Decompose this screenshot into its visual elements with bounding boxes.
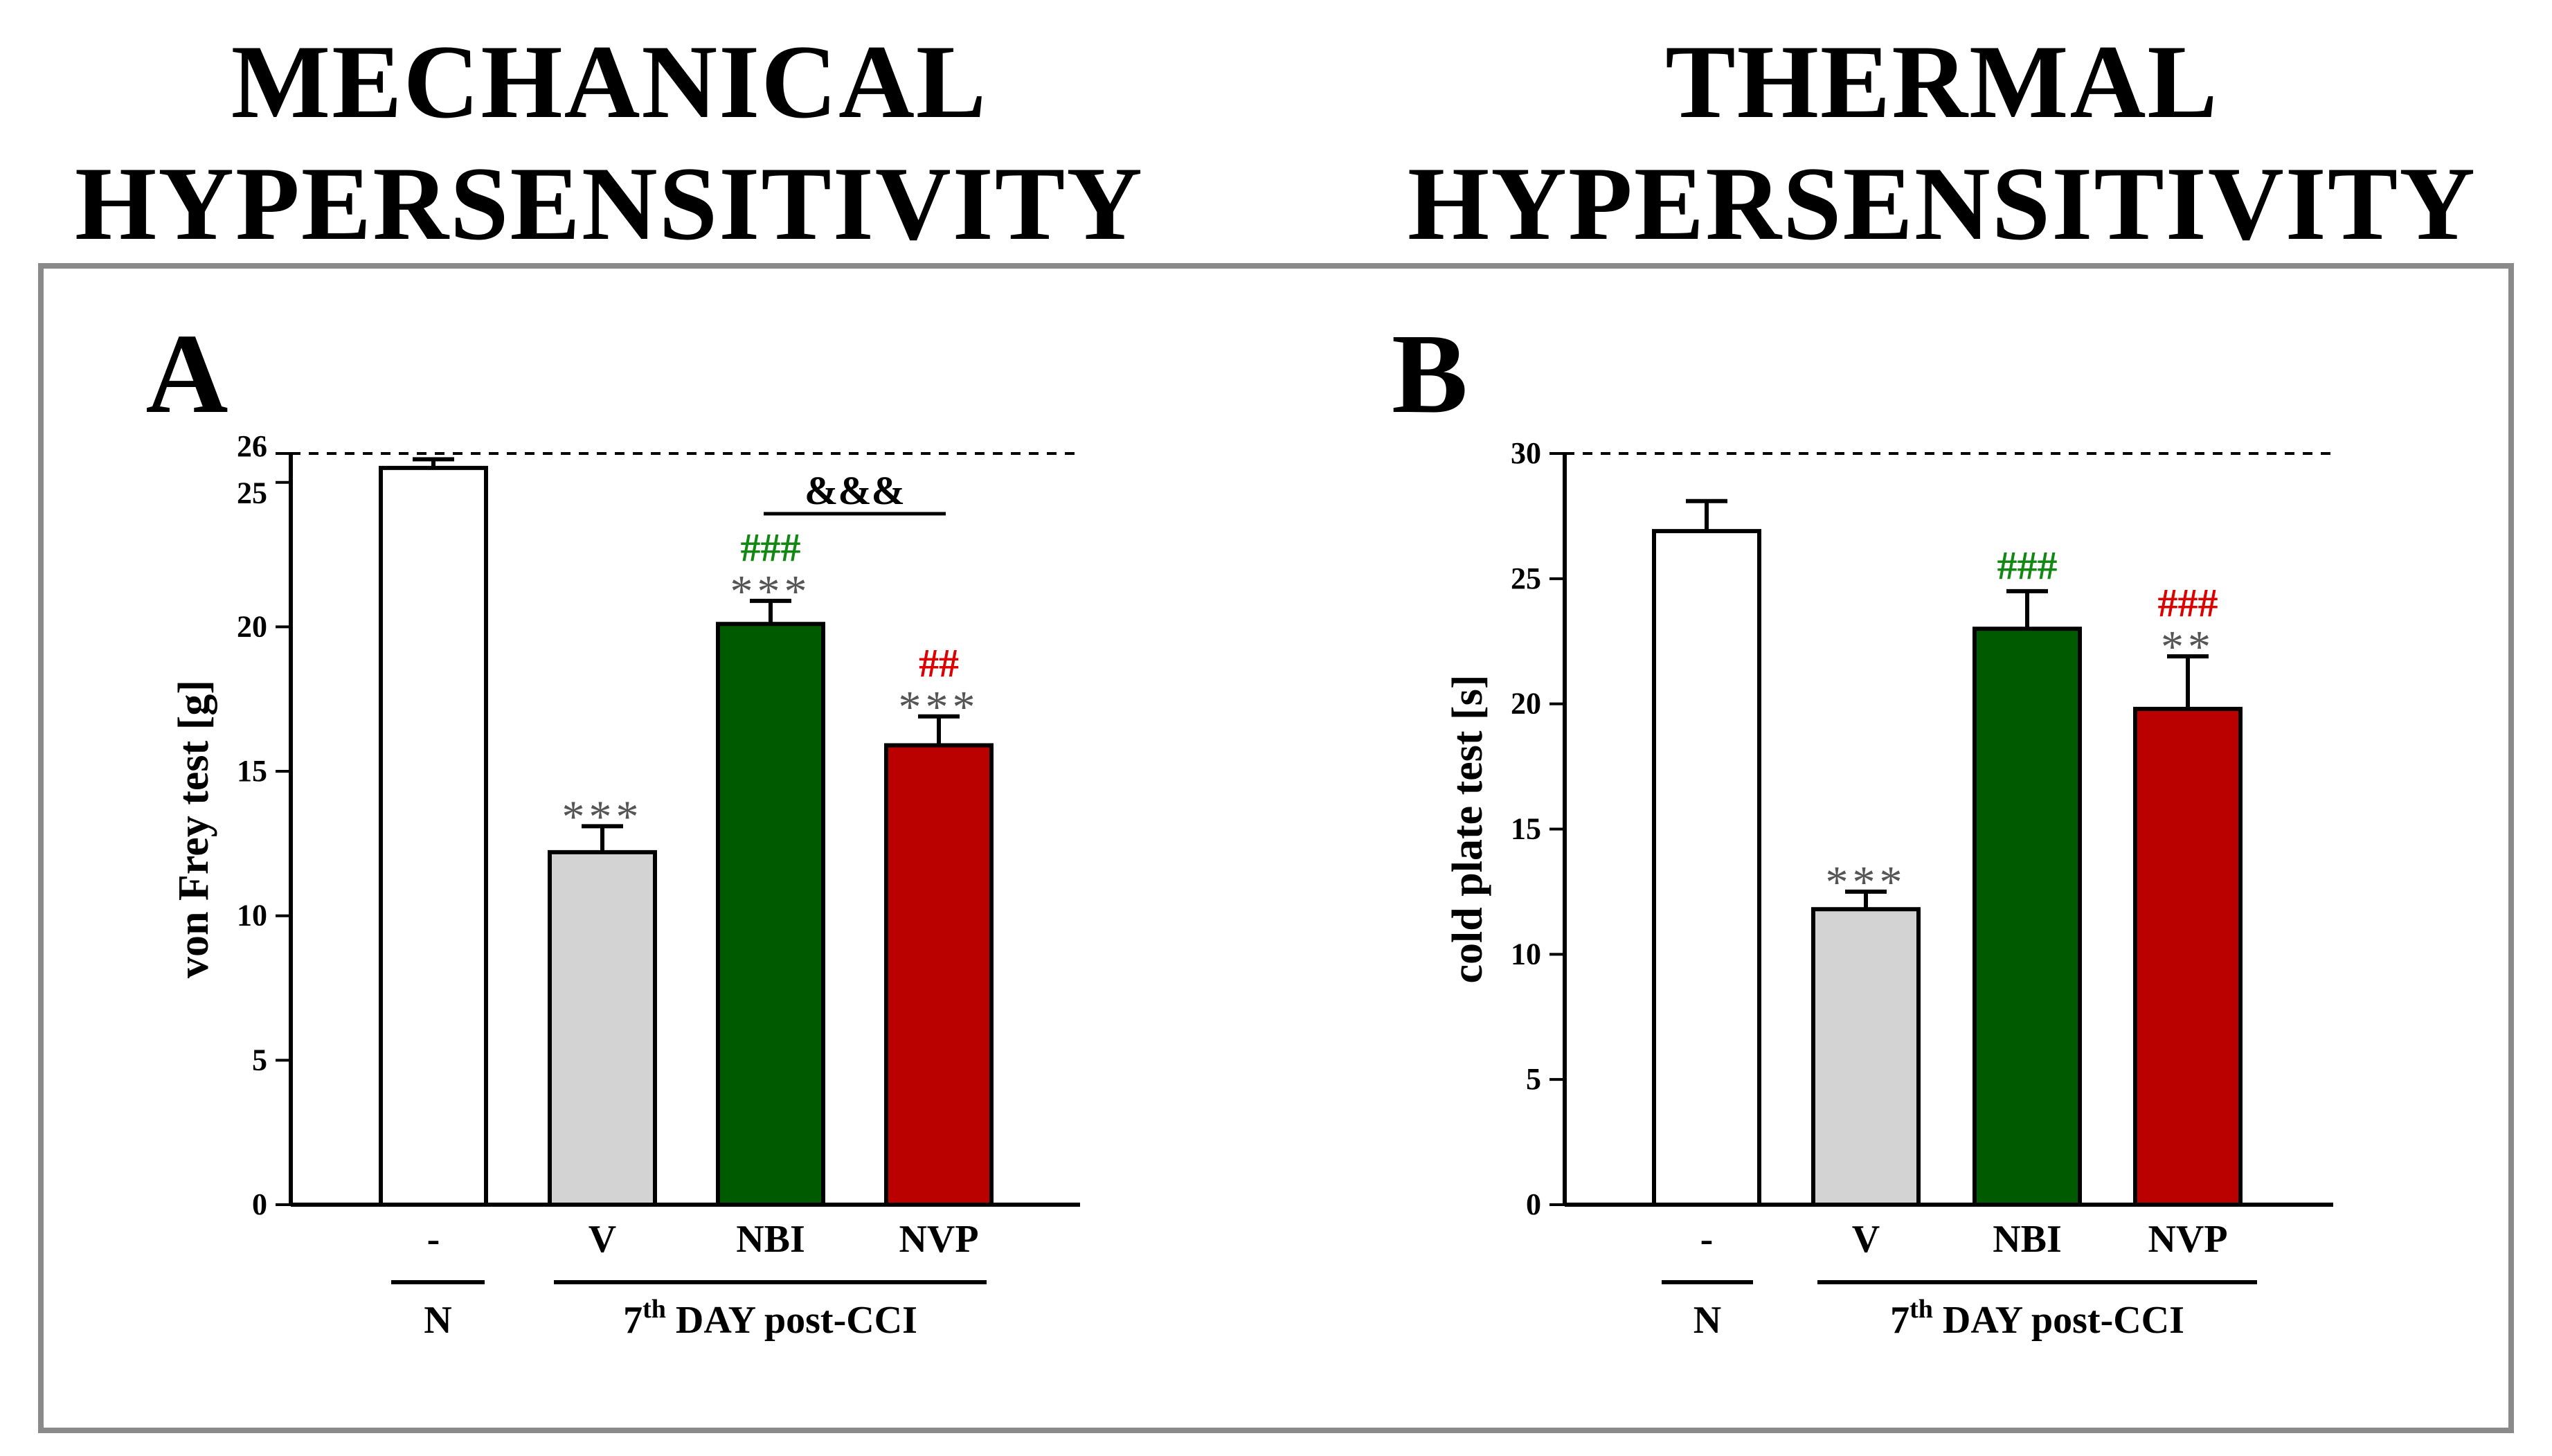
chart-a-panel-letter: A — [145, 310, 228, 437]
chart-b-y-axis-label: cold plate test [s] — [1444, 675, 1491, 984]
chart-b-bar-control — [1652, 529, 1761, 1207]
chart-a-y-tick-label: 26 — [237, 429, 267, 463]
chart-b-significance-stars-v: *** — [1826, 857, 1907, 908]
chart-a-significance-stars-v: *** — [562, 791, 643, 842]
chart-b-y-tick-label: 10 — [1511, 937, 1541, 971]
chart-a-treated-group-label: 7th DAY post-CCI — [623, 1295, 917, 1342]
chart-b-category-label-v: V — [1852, 1218, 1880, 1261]
chart-a-category-label-nvp: NVP — [899, 1218, 978, 1261]
heading-thermal-line1: THERMAL — [1665, 24, 2219, 140]
chart-a-treated-day-suffix: th — [643, 1295, 666, 1324]
heading-mechanical-line2: HYPERSENSITIVITY — [75, 145, 1144, 262]
chart-a-comparison-label: &&& — [805, 468, 905, 513]
chart-a-hash-marks-nbi: ### — [741, 525, 801, 570]
chart-b-category-label-nbi: NBI — [1993, 1218, 2062, 1261]
chart-a-significance-stars-nbi: *** — [730, 566, 811, 617]
chart-b-hash-marks-nbi: ### — [1997, 543, 2058, 588]
chart-a-treated-day-text: DAY post-CCI — [666, 1299, 917, 1342]
chart-b-y-tick-label: 0 — [1526, 1187, 1541, 1221]
heading-thermal-line2: HYPERSENSITIVITY — [1408, 145, 2477, 262]
chart-a-treated-day-number: 7 — [623, 1299, 643, 1342]
heading-mechanical: MECHANICAL HYPERSENSITIVITY — [21, 21, 1198, 264]
chart-b-category-label-control: - — [1700, 1218, 1714, 1261]
chart-a-bar-nvp — [884, 743, 994, 1207]
chart-b-bar-v — [1811, 907, 1921, 1207]
chart-a-category-label-v: V — [588, 1218, 616, 1261]
chart-a-bar-control — [379, 465, 488, 1207]
chart-a-category-label-nbi: NBI — [736, 1218, 805, 1261]
chart-b-treated-day-text: DAY post-CCI — [1933, 1299, 2184, 1342]
chart-a-y-tick-label: 5 — [252, 1043, 267, 1077]
chart-b-hash-marks-nvp: ### — [2158, 580, 2218, 625]
chart-b-y-tick-label: 25 — [1511, 561, 1541, 595]
figure-frame — [38, 263, 2514, 1433]
chart-a-y-tick-label: 10 — [237, 899, 267, 933]
chart-b-treated-day-number: 7 — [1890, 1299, 1909, 1342]
chart-b-y-tick-label: 20 — [1511, 687, 1541, 721]
chart-b-control-group-label: N — [1693, 1299, 1721, 1342]
chart-a-control-group-label: N — [424, 1299, 451, 1342]
chart-a-bar-v — [548, 850, 657, 1207]
chart-b-treated-group-label: 7th DAY post-CCI — [1890, 1295, 2184, 1342]
chart-b-treated-day-suffix: th — [1909, 1295, 1933, 1324]
chart-b-bar-nbi — [1973, 627, 2082, 1207]
chart-b-panel-letter: B — [1392, 310, 1468, 437]
heading-mechanical-line1: MECHANICAL — [231, 24, 988, 140]
chart-a-category-label-control: - — [427, 1218, 440, 1261]
chart-a-y-axis-label: von Frey test [g] — [170, 680, 217, 978]
chart-b-category-label-nvp: NVP — [2148, 1218, 2227, 1261]
chart-a-bar-nbi — [716, 622, 825, 1207]
chart-b-group: B 0 5 10 15 20 25 30 cold plate test [s] - *** V ###… — [1392, 310, 2333, 1342]
chart-b-y-tick-label: 15 — [1511, 812, 1541, 846]
heading-thermal: THERMAL HYPERSENSITIVITY — [1354, 21, 2531, 264]
chart-a-y-tick-label: 0 — [252, 1187, 267, 1221]
chart-a-y-tick-label: 20 — [237, 609, 267, 643]
chart-a-significance-stars-nvp: *** — [899, 682, 980, 733]
chart-a-hash-marks-nvp: ## — [919, 640, 959, 685]
chart-b-y-tick-label: 30 — [1511, 436, 1541, 470]
chart-a-y-tick-label: 25 — [237, 476, 267, 510]
chart-b-significance-stars-nvp: ** — [2161, 622, 2215, 672]
chart-b-bar-nvp — [2133, 706, 2243, 1207]
chart-b-y-tick-label: 5 — [1526, 1062, 1541, 1096]
chart-a-y-tick-label: 15 — [237, 754, 267, 788]
